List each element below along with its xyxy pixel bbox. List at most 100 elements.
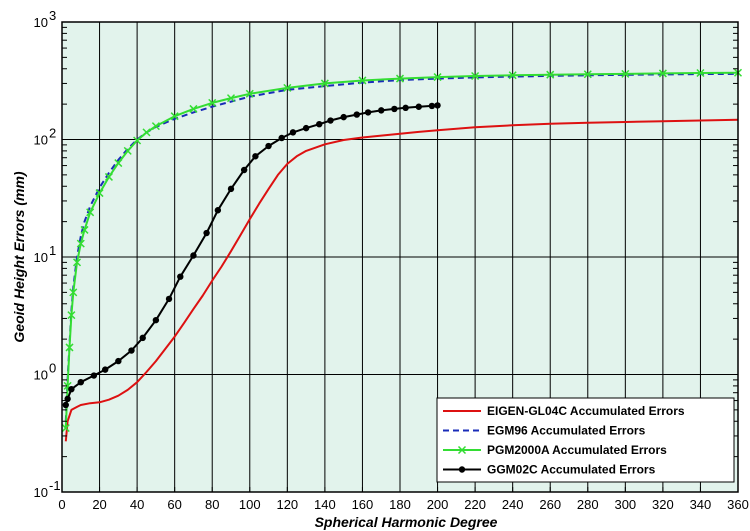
x-tick-label: 0 — [58, 497, 65, 512]
series-marker-x — [80, 225, 89, 234]
series-marker-x — [86, 208, 95, 217]
x-tick-label: 100 — [239, 497, 261, 512]
series-point — [327, 117, 334, 124]
series-1 — [64, 118, 739, 442]
series-point — [139, 334, 146, 342]
y-tick-exponent: 0 — [49, 361, 56, 376]
x-tick-label: 180 — [389, 497, 411, 512]
x-tick-label: 360 — [727, 497, 749, 512]
series-point — [340, 113, 347, 121]
legend-label: GGM02C Accumulated Errors — [487, 463, 656, 477]
y-tick-label: 10 — [34, 15, 48, 30]
series-point — [64, 395, 71, 403]
x-tick-label: 240 — [502, 497, 524, 512]
series-line — [64, 72, 739, 422]
series-point — [428, 102, 436, 110]
series-point — [115, 357, 122, 365]
series-point — [152, 316, 160, 324]
series-2 — [64, 72, 739, 422]
series-point — [177, 273, 184, 280]
x-tick-label: 220 — [464, 497, 486, 512]
series-marker-x — [170, 112, 179, 121]
tick-labels: 0 20 40 60 80 100 120 140 160 180 200 220 240 260 280 3… — [34, 8, 749, 512]
y-tick-exponent: 3 — [49, 8, 56, 23]
series-marker-x — [621, 69, 630, 78]
series-marker-x — [358, 76, 367, 85]
series-marker-x — [508, 71, 517, 80]
x-tick-label: 140 — [314, 497, 336, 512]
series-marker-x — [72, 258, 82, 267]
series-point — [402, 104, 409, 112]
series-point — [62, 401, 69, 409]
series-marker-x — [123, 146, 132, 155]
series-marker-x — [226, 94, 236, 103]
x-tick-label: 200 — [427, 497, 449, 512]
series-point — [227, 185, 235, 193]
series-point — [203, 229, 210, 237]
series-3 — [61, 68, 743, 433]
series-point — [214, 207, 222, 214]
x-tick-label: 120 — [276, 497, 298, 512]
series-4 — [62, 102, 441, 409]
series-marker-x — [65, 343, 74, 352]
series-point — [68, 385, 75, 393]
y-tick-label: 10 — [34, 133, 48, 148]
series-marker-x — [69, 288, 78, 297]
series-marker-x — [471, 71, 480, 81]
series-point — [101, 366, 109, 373]
x-tick-label: 160 — [352, 497, 374, 512]
legend-marker — [458, 466, 466, 473]
series-point — [415, 103, 422, 110]
legend-label: EGM96 Accumulated Errors — [487, 424, 646, 438]
series-line — [64, 71, 739, 429]
series-point — [265, 142, 272, 150]
series-point — [190, 252, 197, 259]
x-tick-label: 340 — [690, 497, 712, 512]
series-point — [391, 105, 398, 113]
series-marker-x — [189, 104, 198, 113]
series-point — [90, 372, 98, 379]
series-marker-x — [208, 98, 217, 107]
series-marker-x — [696, 68, 705, 78]
series-point — [77, 378, 84, 386]
series-point — [364, 109, 372, 116]
series-marker-x — [658, 69, 667, 78]
x-tick-label: 280 — [577, 497, 599, 512]
series-layer — [61, 68, 743, 442]
series-marker-x — [67, 311, 76, 320]
x-tick-label: 260 — [539, 497, 561, 512]
series-marker-x — [95, 189, 104, 198]
legend-box — [436, 397, 735, 483]
series-point — [378, 107, 385, 114]
series-marker-x — [76, 239, 85, 248]
series-point — [434, 102, 441, 109]
legend-label: EIGEN-GL04C Accumulated Errors — [487, 404, 685, 418]
y-tick-exponent: -1 — [49, 478, 61, 493]
x-tick-label: 40 — [130, 497, 144, 512]
legend-label: PGM2000A Accumulated Errors — [487, 443, 667, 457]
x-tick-label: 320 — [652, 497, 674, 512]
x-tick-label: 300 — [614, 497, 636, 512]
series-marker-x — [61, 424, 70, 433]
series-marker-x — [457, 445, 467, 455]
legend: EIGEN-GL04C Accumulated Errors EGM96 Accu… — [436, 397, 735, 483]
series-point — [240, 166, 248, 174]
y-tick-exponent: 1 — [49, 243, 56, 258]
series-line — [64, 118, 739, 442]
y-tick-label: 10 — [34, 250, 48, 265]
x-axis-title: Spherical Harmonic Degree — [315, 514, 498, 530]
series-marker-x — [395, 74, 405, 83]
series-marker-x — [320, 79, 329, 88]
series-marker-x — [133, 136, 142, 145]
x-tick-label: 20 — [92, 497, 106, 512]
series-point — [128, 347, 135, 354]
series-point — [278, 134, 285, 142]
x-tick-label: 60 — [167, 497, 181, 512]
series-point — [252, 153, 259, 160]
series-marker-x — [546, 70, 555, 79]
series-marker-x — [142, 128, 151, 137]
series-point — [289, 129, 297, 136]
y-axis-title: Geoid Height Errors (mm) — [11, 171, 27, 342]
series-point — [316, 120, 323, 128]
